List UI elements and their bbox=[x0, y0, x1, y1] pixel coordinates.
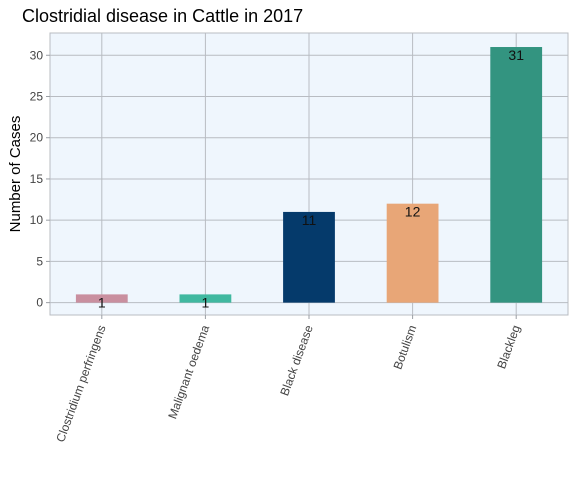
bar bbox=[75, 294, 128, 303]
data-label: 1 bbox=[202, 294, 210, 310]
bar bbox=[283, 211, 335, 303]
y-tick-label: 0 bbox=[36, 296, 43, 310]
x-tick-label: Blackleg bbox=[494, 323, 523, 370]
bar bbox=[490, 47, 543, 303]
x-tick-label: Malignant oedema bbox=[165, 323, 212, 421]
x-tick-label: Clostridium perfringens bbox=[53, 323, 108, 444]
data-label: 1 bbox=[98, 294, 106, 310]
data-label: 11 bbox=[302, 212, 317, 228]
bar bbox=[179, 294, 232, 303]
y-tick-label: 10 bbox=[30, 213, 44, 227]
y-tick-label: 30 bbox=[30, 48, 44, 62]
y-tick-label: 25 bbox=[30, 89, 44, 103]
data-label: 12 bbox=[405, 204, 421, 220]
y-tick-label: 5 bbox=[36, 254, 43, 268]
y-axis-label: Number of Cases bbox=[7, 116, 24, 233]
x-tick-label: Botulism bbox=[391, 323, 420, 371]
data-label: 31 bbox=[508, 47, 524, 63]
bar bbox=[386, 203, 439, 303]
chart-title: Clostridial disease in Cattle in 2017 bbox=[22, 6, 304, 26]
y-tick-label: 15 bbox=[30, 172, 44, 186]
x-tick-label: Black disease bbox=[277, 323, 316, 398]
y-tick-label: 20 bbox=[30, 131, 44, 145]
